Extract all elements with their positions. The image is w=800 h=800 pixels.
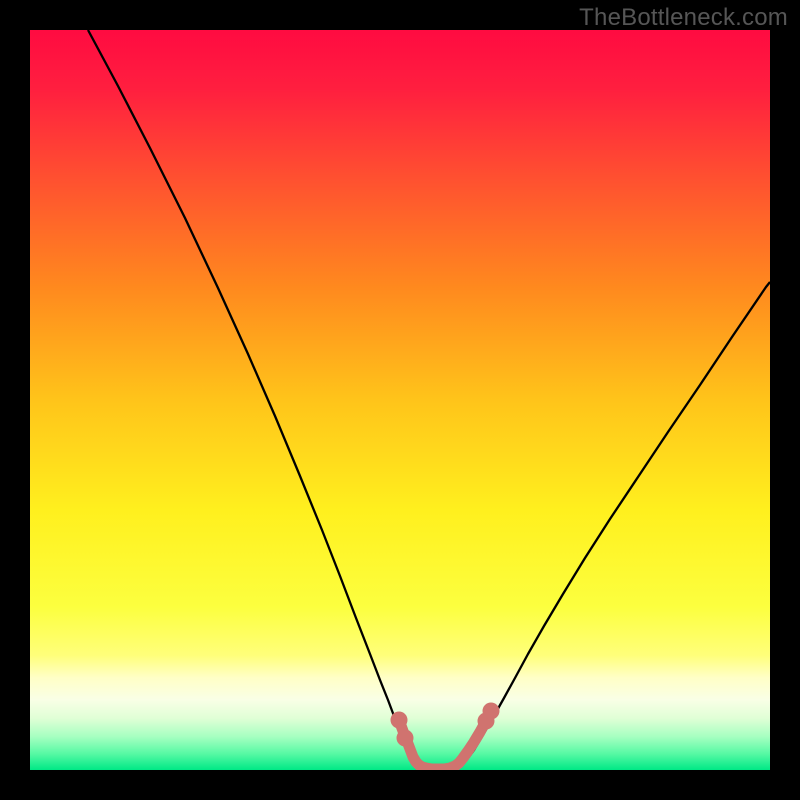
plot-background [30,30,770,770]
highlight-dot [483,703,500,720]
highlight-dot [391,712,408,729]
bottleneck-chart [0,0,800,800]
highlight-dot [397,730,414,747]
watermark-text: TheBottleneck.com [579,4,788,32]
